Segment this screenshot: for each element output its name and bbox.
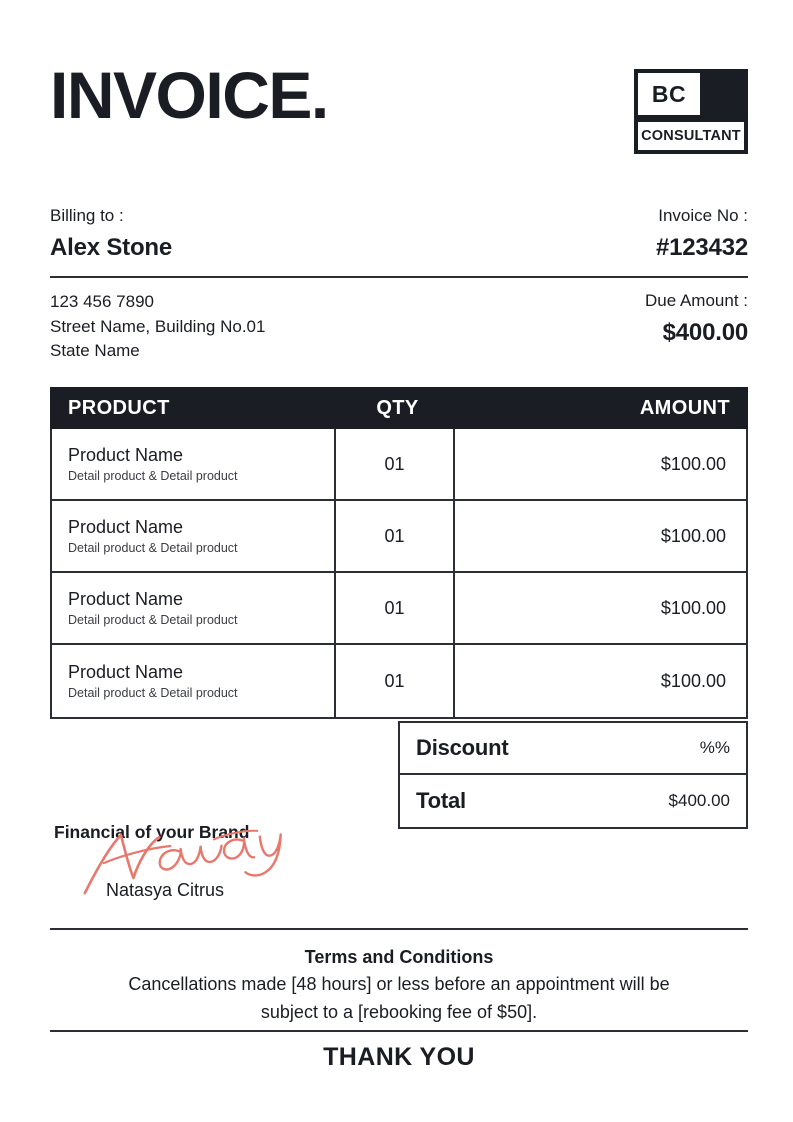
discount-label: Discount — [416, 735, 509, 760]
billing-phone: 123 456 7890 — [50, 292, 154, 311]
terms-block: Terms and Conditions Cancellations made … — [50, 944, 748, 1025]
billing-address-line1: Street Name, Building No.01 — [50, 316, 266, 336]
product-amount: $100.00 — [660, 453, 726, 474]
due-amount-block: Due Amount : $400.00 — [645, 290, 748, 348]
company-logo: BC CONSULTANT — [634, 69, 748, 154]
cell-product: Product Name Detail product & Detail pro… — [52, 573, 336, 643]
summary-box: Discount %% Total $400.00 — [398, 721, 748, 829]
billing-to-label: Billing to : — [50, 206, 124, 225]
invoice-no-block: Invoice No : #123432 — [656, 205, 748, 263]
cell-product: Product Name Detail product & Detail pro… — [52, 429, 336, 499]
address-due-row: 123 456 7890 Street Name, Building No.01… — [50, 290, 748, 370]
product-name: Product Name — [68, 516, 184, 537]
cell-qty: 01 — [336, 429, 455, 499]
terms-line-2: subject to a [rebooking fee of $50]. — [260, 1001, 538, 1022]
line-items-table: PRODUCT QTY AMOUNT Product Name Detail p… — [50, 387, 748, 719]
product-qty: 01 — [384, 453, 405, 474]
product-qty: 01 — [384, 597, 405, 618]
table-row: Product Name Detail product & Detail pro… — [52, 645, 746, 717]
product-qty: 01 — [384, 670, 405, 691]
billing-address-line2: State Name — [50, 341, 140, 361]
invoice-header: INVOICE. BC CONSULTANT — [50, 60, 748, 170]
column-header-product: PRODUCT — [68, 396, 170, 419]
cell-amount: $100.00 — [455, 645, 742, 717]
discount-value: %% — [699, 738, 730, 757]
signature-block: Financial of your Brand Natasya Citrus — [54, 822, 354, 908]
product-detail: Detail product & Detail product — [68, 541, 238, 556]
cell-amount: $100.00 — [455, 573, 742, 643]
signature-name: Natasya Citrus — [106, 880, 225, 900]
signature-brand-line: Financial of your Brand — [54, 822, 250, 842]
billing-to-block: Billing to : Alex Stone — [50, 205, 172, 263]
logo-wordmark: CONSULTANT — [638, 122, 744, 150]
product-amount: $100.00 — [660, 670, 726, 691]
product-detail: Detail product & Detail product — [68, 686, 238, 701]
divider-top — [50, 276, 748, 278]
table-row: Product Name Detail product & Detail pro… — [52, 501, 746, 573]
cell-qty: 01 — [336, 501, 455, 571]
invoice-no-label: Invoice No : — [658, 206, 748, 225]
table-header-row: PRODUCT QTY AMOUNT — [50, 387, 748, 429]
thank-you-text: THANK YOU — [323, 1043, 475, 1071]
product-qty: 01 — [384, 525, 405, 546]
billing-meta-row: Billing to : Alex Stone Invoice No : #12… — [50, 205, 748, 275]
due-amount-label: Due Amount : — [644, 291, 748, 310]
total-value: $400.00 — [668, 791, 730, 810]
cell-product: Product Name Detail product & Detail pro… — [52, 501, 336, 571]
table-body: Product Name Detail product & Detail pro… — [50, 429, 748, 719]
cell-qty: 01 — [336, 645, 455, 717]
product-detail: Detail product & Detail product — [68, 613, 238, 628]
product-name: Product Name — [68, 588, 184, 609]
logo-mark: BC — [638, 73, 700, 115]
discount-row: Discount %% — [400, 723, 746, 775]
product-detail: Detail product & Detail product — [68, 469, 238, 484]
cell-qty: 01 — [336, 573, 455, 643]
product-name: Product Name — [68, 444, 184, 465]
page-title: INVOICE. — [50, 58, 329, 132]
invoice-no-value: #123432 — [655, 233, 748, 261]
product-amount: $100.00 — [660, 597, 726, 618]
total-row: Total $400.00 — [400, 775, 746, 827]
total-label: Total — [416, 788, 466, 813]
product-name: Product Name — [68, 661, 184, 682]
due-amount-value: $400.00 — [662, 318, 749, 346]
terms-title: Terms and Conditions — [304, 947, 494, 967]
billing-to-name: Alex Stone — [50, 233, 173, 261]
table-row: Product Name Detail product & Detail pro… — [52, 429, 746, 501]
table-row: Product Name Detail product & Detail pro… — [52, 573, 746, 645]
column-header-amount: AMOUNT — [639, 396, 730, 419]
cell-amount: $100.00 — [455, 501, 742, 571]
column-header-qty: QTY — [376, 396, 419, 419]
billing-address-block: 123 456 7890 Street Name, Building No.01… — [50, 290, 265, 364]
divider-terms-top — [50, 928, 748, 930]
terms-line-1: Cancellations made [48 hours] or less be… — [128, 974, 670, 995]
cell-amount: $100.00 — [455, 429, 742, 499]
divider-terms-bottom — [50, 1030, 748, 1032]
product-amount: $100.00 — [660, 525, 726, 546]
cell-product: Product Name Detail product & Detail pro… — [52, 645, 336, 717]
